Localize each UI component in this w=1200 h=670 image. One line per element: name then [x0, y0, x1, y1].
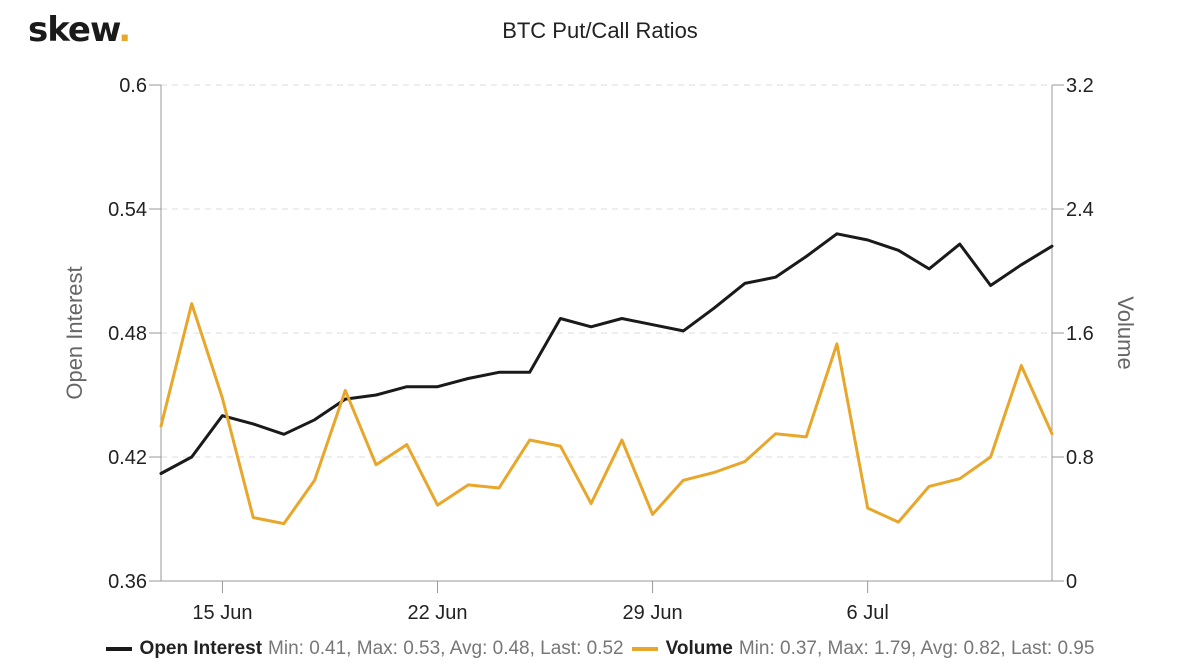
chart-title: BTC Put/Call Ratios: [502, 18, 698, 43]
legend-item-open-interest[interactable]: Open Interest Min: 0.41, Max: 0.53, Avg:…: [105, 638, 624, 660]
y-left-tick-label: 0.42: [108, 447, 147, 469]
y-left-tick-label: 0.36: [108, 571, 147, 593]
y-right-tick-label: 0: [1066, 571, 1077, 593]
legend-stats-open-interest: Min: 0.41, Max: 0.53, Avg: 0.48, Last: 0…: [268, 638, 624, 659]
x-tick-label: 15 Jun: [192, 602, 252, 624]
legend-label-open-interest: Open Interest: [139, 638, 263, 659]
series-line-volume: [159, 302, 1054, 526]
y-right-axis-title: Volume: [1113, 296, 1138, 369]
legend-label-volume: Volume: [665, 638, 733, 659]
skew-logo: skew.: [28, 10, 131, 50]
y-right-tick-label: 2.4: [1066, 199, 1094, 221]
x-tick-label: 22 Jun: [407, 602, 467, 624]
y-right-tick-label: 3.2: [1066, 75, 1094, 97]
chart-legend: Open Interest Min: 0.41, Max: 0.53, Avg:…: [0, 638, 1200, 660]
y-left-axis-title: Open Interest: [62, 266, 87, 399]
y-right-tick-label: 1.6: [1066, 323, 1094, 345]
x-tick-label: 29 Jun: [623, 602, 683, 624]
x-tick-label: 6 Jul: [847, 602, 889, 624]
y-right-tick-label: 0.8: [1066, 447, 1094, 469]
y-left-tick-label: 0.48: [108, 323, 147, 345]
y-left-tick-label: 0.54: [108, 199, 147, 221]
legend-swatch-open-interest: [105, 647, 132, 651]
legend-item-volume[interactable]: Volume Min: 0.37, Max: 1.79, Avg: 0.82, …: [631, 638, 1095, 660]
series-line-open-interest: [159, 232, 1054, 475]
legend-stats-volume: Min: 0.37, Max: 1.79, Avg: 0.82, Last: 0…: [738, 638, 1095, 659]
legend-swatch-volume: [631, 647, 658, 651]
y-left-tick-label: 0.6: [119, 75, 147, 97]
